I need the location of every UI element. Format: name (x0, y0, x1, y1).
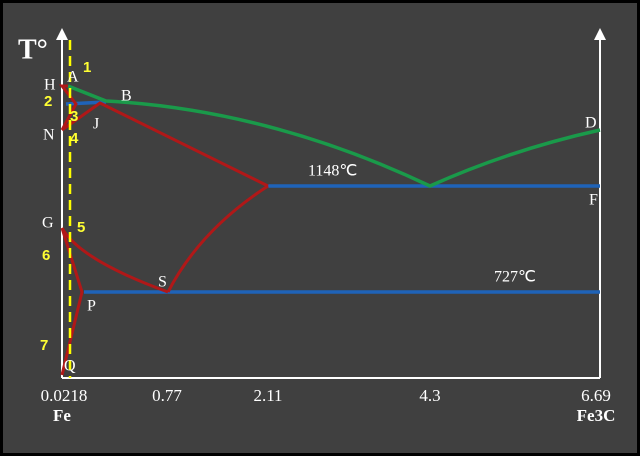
x-label: 4.3 (419, 386, 440, 405)
region-number: 3 (70, 108, 78, 125)
point-label: G (42, 215, 54, 232)
point-label: A (67, 69, 79, 86)
phase-boundaries (58, 84, 269, 376)
point-label: H (44, 77, 56, 94)
axis-arrow (56, 28, 68, 40)
region-number: 4 (70, 130, 79, 147)
point-label: S (158, 274, 167, 291)
acm-line (166, 184, 269, 293)
point-label: J (93, 116, 99, 133)
region-number: 6 (42, 247, 50, 264)
region-number: 7 (40, 337, 48, 354)
x-name: Fe (53, 406, 71, 425)
x-label: 0.77 (152, 386, 182, 405)
liquidus-line (67, 84, 601, 188)
point-label: F (589, 192, 598, 209)
temperature-label: 1148℃ (308, 163, 357, 180)
point-label: Q (64, 358, 76, 375)
solidus-line (61, 101, 269, 188)
axis-arrow (594, 28, 606, 40)
x-label: 0.0218 (41, 386, 88, 405)
region-number: 1 (83, 59, 91, 76)
axis-title: T° (18, 34, 48, 65)
x-label: 2.11 (253, 386, 282, 405)
x-name: Fe3C (577, 406, 616, 425)
point-label: N (43, 127, 55, 144)
axes (61, 38, 601, 379)
x-label: 6.69 (581, 386, 611, 405)
ferrite-boundary (60, 227, 84, 376)
a3-line (60, 227, 169, 294)
background (3, 3, 637, 453)
region-number: 5 (77, 219, 85, 236)
point-label: P (87, 298, 96, 315)
point-label: D (585, 115, 597, 132)
region-number: 2 (44, 93, 52, 110)
point-label: B (121, 88, 132, 105)
temperature-label: 727℃ (494, 269, 536, 286)
